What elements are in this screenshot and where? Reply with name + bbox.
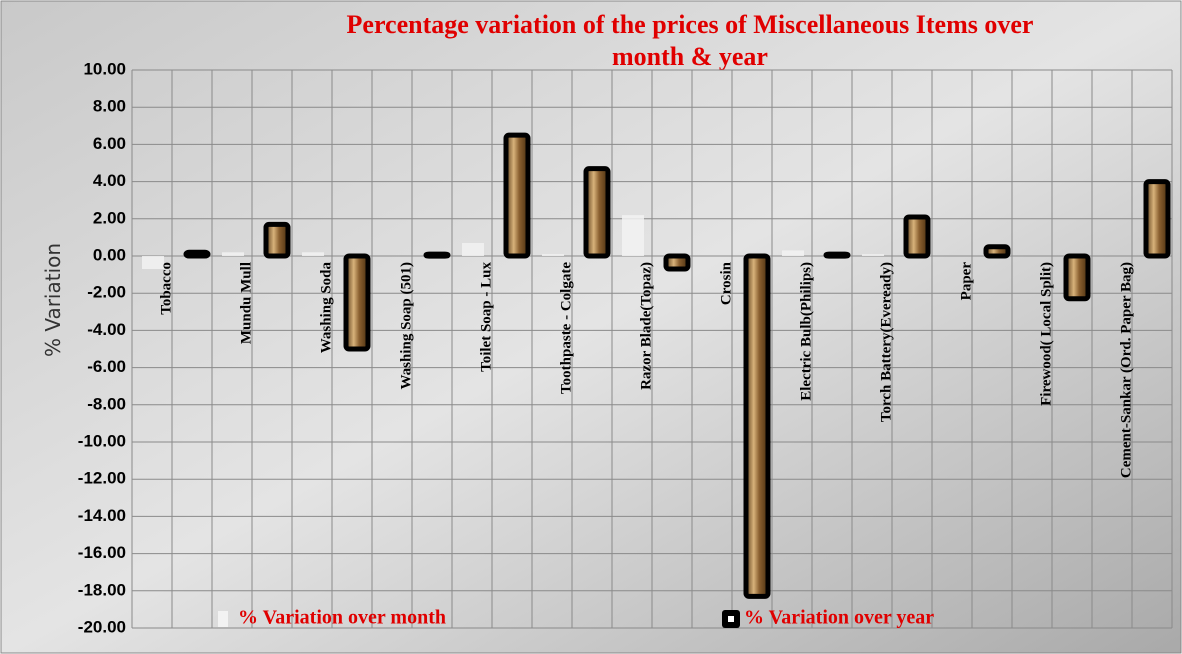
- legend-swatch-inner: [728, 616, 734, 622]
- bar: [1066, 256, 1088, 299]
- x-tick-label: Toothpaste - Colgate: [558, 262, 574, 394]
- bar: [826, 254, 848, 256]
- x-tick-label: Tobacco: [158, 262, 174, 315]
- bar: [906, 217, 928, 256]
- bar: [986, 247, 1008, 256]
- x-tick-label: Cement-Sankar (Ord. Paper Bag): [1118, 262, 1134, 478]
- bar: [462, 243, 484, 256]
- x-tick-label: Crosin: [718, 261, 734, 305]
- x-tick-label: Toilet Soap - Lux: [478, 262, 494, 372]
- y-tick-label: 0.00: [93, 245, 126, 264]
- x-tick-label: Washing Soap (501): [398, 262, 414, 390]
- x-tick-label: Torch Battery(Eveready): [878, 262, 894, 422]
- y-tick-label: 10.00: [83, 59, 126, 78]
- y-tick-label: 8.00: [93, 97, 126, 116]
- x-tick-label: Electric Bulb(Philips): [798, 262, 814, 401]
- x-tick-label: Razor Blade(Topaz): [638, 262, 654, 390]
- y-tick-label: -12.00: [78, 469, 126, 488]
- y-tick-label: 4.00: [93, 171, 126, 190]
- y-tick-label: -18.00: [78, 580, 126, 599]
- bar: [746, 256, 768, 596]
- bar: [426, 254, 448, 256]
- background: [1, 1, 1181, 653]
- y-tick-label: -20.00: [78, 617, 126, 636]
- x-tick-label: Paper: [958, 262, 974, 301]
- bar: [622, 215, 644, 256]
- legend-swatch: [218, 611, 228, 627]
- bar: [586, 169, 608, 256]
- bar: [186, 252, 208, 256]
- x-tick-label: Washing Soda: [318, 262, 334, 354]
- y-tick-label: -16.00: [78, 543, 126, 562]
- bar: [666, 256, 688, 269]
- bar: [506, 135, 528, 256]
- bar: [862, 254, 884, 256]
- bar: [302, 252, 324, 256]
- bar: [782, 250, 804, 256]
- y-tick-label: -14.00: [78, 506, 126, 525]
- bar: [1146, 182, 1168, 256]
- x-tick-label: Firewood( Local Split): [1038, 262, 1054, 406]
- legend-label: % Variation over year: [744, 607, 934, 629]
- bar: [222, 252, 244, 256]
- legend-label: % Variation over month: [238, 607, 446, 629]
- x-tick-label: Mundu Mull: [238, 262, 254, 344]
- y-tick-label: -2.00: [87, 283, 126, 302]
- y-tick-label: -10.00: [78, 431, 126, 450]
- y-tick-label: -6.00: [87, 357, 126, 376]
- bar: [266, 224, 288, 256]
- bar: [346, 256, 368, 349]
- chart: % Variation Percentage variation of the …: [0, 0, 1182, 654]
- y-tick-label: -4.00: [87, 320, 126, 339]
- bar: [542, 254, 564, 256]
- y-tick-label: 6.00: [93, 134, 126, 153]
- y-axis-title: % Variation: [41, 243, 65, 357]
- y-tick-label: -8.00: [87, 394, 126, 413]
- y-tick-label: 2.00: [93, 208, 126, 227]
